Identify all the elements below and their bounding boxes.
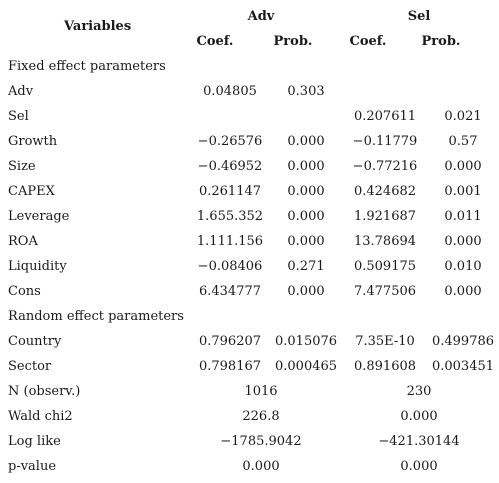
row-label: Log like (8, 434, 61, 449)
header-sel-coef: Coef. (349, 34, 387, 49)
section-row: Fixed effect parameters (0, 54, 499, 79)
adv-prob-cell: 0.015076 (275, 334, 338, 349)
table-row: CAPEX 0.261147 0.000 0.424682 0.001 (0, 179, 499, 204)
table-row: N (observ.) 1016 230 (0, 379, 499, 404)
sel-stat-cell: −421.30144 (378, 434, 460, 449)
sel-prob-cell: 0.021 (444, 109, 482, 124)
adv-stat-cell: 226.8 (242, 409, 280, 424)
row-label: Sector (8, 359, 52, 374)
adv-coef-cell: 0.798167 (198, 359, 262, 374)
adv-prob-cell: 0.000 (287, 284, 325, 299)
sel-prob-cell: 0.001 (444, 184, 482, 199)
section-label: Fixed effect parameters (8, 59, 166, 74)
table-row: Liquidity −0.08406 0.271 0.509175 0.010 (0, 254, 499, 279)
table-row: Wald chi2 226.8 0.000 (0, 404, 499, 429)
adv-coef-cell: 0.796207 (198, 334, 262, 349)
table-row: Log like −1785.9042 −421.30144 (0, 429, 499, 454)
row-label: p-value (8, 459, 57, 474)
adv-prob-cell: 0.303 (287, 84, 325, 99)
table-row: Size −0.46952 0.000 −0.77216 0.000 (0, 154, 499, 179)
adv-prob-cell: 0.000 (287, 159, 325, 174)
section-row: Random effect parameters (0, 304, 499, 329)
header-adv-coef: Coef. (196, 34, 234, 49)
sel-prob-cell: 0.000 (444, 234, 482, 249)
sel-stat-cell: 0.000 (400, 459, 438, 474)
row-label: Liquidity (8, 259, 67, 274)
table-row: Growth −0.26576 0.000 −0.11779 0.57 (0, 129, 499, 154)
sel-coef-cell: 7.477506 (353, 284, 417, 299)
table-row: Cons 6.434777 0.000 7.477506 0.000 (0, 279, 499, 304)
sel-stat-cell: 0.000 (400, 409, 438, 424)
adv-prob-cell: 0.000 (287, 209, 325, 224)
row-label: Growth (8, 134, 58, 149)
header-group-adv: Adv (247, 9, 275, 24)
adv-coef-cell: 0.261147 (198, 184, 262, 199)
row-label: Wald chi2 (8, 409, 73, 424)
sel-prob-cell: 0.499786 (431, 334, 495, 349)
adv-coef-cell: 0.04805 (203, 84, 257, 99)
row-label: Size (8, 159, 36, 174)
section-label: Random effect parameters (8, 309, 184, 324)
sel-prob-cell: 0.003451 (431, 359, 495, 374)
header-group-sel: Sel (407, 9, 431, 24)
row-label: Country (8, 334, 62, 349)
row-label: Adv (8, 84, 34, 99)
sel-coef-cell: 0.891608 (353, 359, 417, 374)
sel-coef-cell: 1.921687 (353, 209, 417, 224)
sel-prob-cell: 0.57 (448, 134, 478, 149)
adv-prob-cell: 0.000 (287, 134, 325, 149)
adv-prob-cell: 0.000 (287, 184, 325, 199)
sel-prob-cell: 0.000 (444, 159, 482, 174)
adv-coef-cell: −0.26576 (197, 134, 263, 149)
table-row: Country 0.796207 0.015076 7.35E-10 0.499786 (0, 329, 499, 354)
adv-prob-cell: 0.000465 (275, 359, 338, 374)
table-row: Adv 0.04805 0.303 (0, 79, 499, 104)
adv-coef-cell: −0.46952 (197, 159, 263, 174)
header-variables: Variables (64, 19, 132, 34)
adv-coef-cell: 1.111.156 (196, 234, 264, 249)
sel-prob-cell: 0.010 (444, 259, 482, 274)
adv-coef-cell: −0.08406 (197, 259, 263, 274)
sel-coef-cell: 0.509175 (353, 259, 417, 274)
adv-prob-cell: 0.271 (287, 259, 325, 274)
sel-prob-cell: 0.011 (444, 209, 482, 224)
table-row: Leverage 1.655.352 0.000 1.921687 0.011 (0, 204, 499, 229)
row-label: N (observ.) (8, 384, 81, 399)
sel-coef-cell: 0.207611 (353, 109, 417, 124)
sel-coef-cell: −0.77216 (352, 159, 418, 174)
row-label: CAPEX (8, 184, 55, 199)
sel-coef-cell: −0.11779 (352, 134, 418, 149)
header-adv-prob: Prob. (273, 34, 313, 49)
adv-prob-cell: 0.000 (287, 234, 325, 249)
sel-stat-cell: 230 (406, 384, 432, 399)
sel-coef-cell: 7.35E-10 (355, 334, 415, 349)
adv-coef-cell: 6.434777 (198, 284, 262, 299)
row-label: Leverage (8, 209, 70, 224)
row-label: Sel (8, 109, 29, 124)
sel-prob-cell: 0.000 (444, 284, 482, 299)
row-label: ROA (8, 234, 38, 249)
adv-stat-cell: 1016 (244, 384, 278, 399)
table-row: p-value 0.000 0.000 (0, 454, 499, 479)
table-row: ROA 1.111.156 0.000 13.78694 0.000 (0, 229, 499, 254)
header-sel-prob: Prob. (421, 34, 461, 49)
table-row: Sel 0.207611 0.021 (0, 104, 499, 129)
row-label: Cons (8, 284, 41, 299)
adv-coef-cell: 1.655.352 (196, 209, 264, 224)
adv-stat-cell: 0.000 (242, 459, 280, 474)
sel-coef-cell: 0.424682 (353, 184, 417, 199)
adv-stat-cell: −1785.9042 (220, 434, 302, 449)
sel-coef-cell: 13.78694 (353, 234, 417, 249)
table-row: Sector 0.798167 0.000465 0.891608 0.003451 (0, 354, 499, 379)
